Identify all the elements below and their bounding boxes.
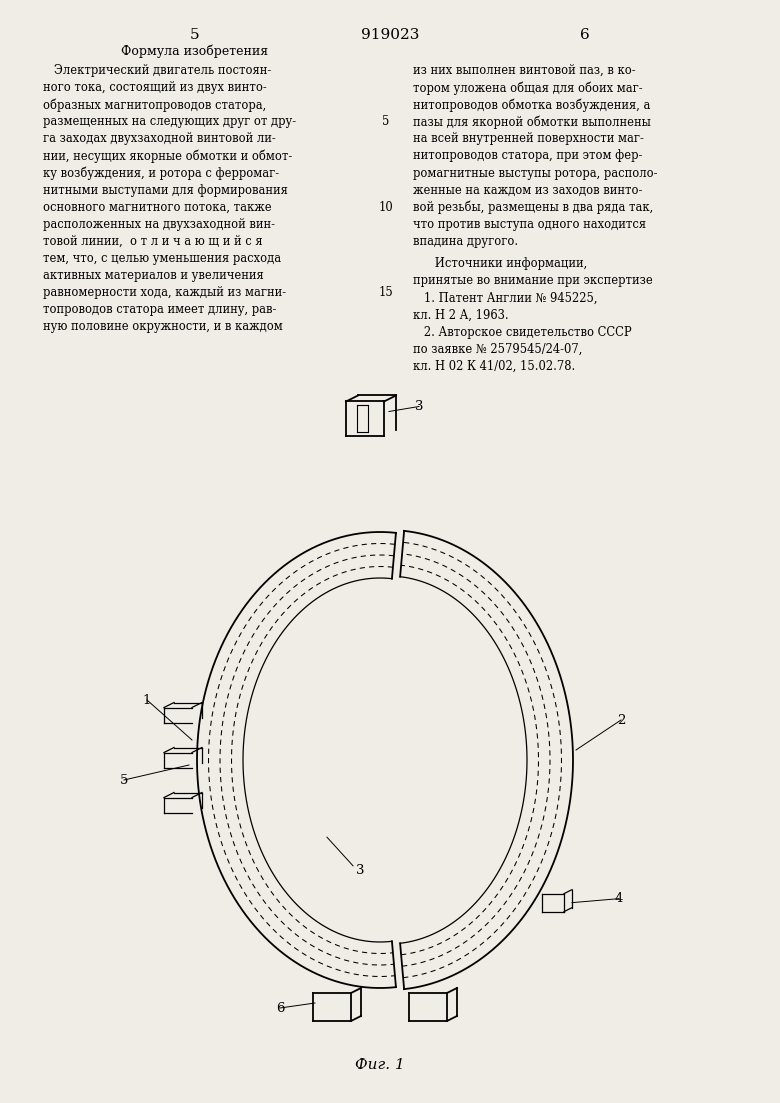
Text: ромагнитные выступы ротора, располо-: ромагнитные выступы ротора, располо- [413,167,658,180]
Text: тем, что, с целью уменьшения расхода: тем, что, с целью уменьшения расхода [43,251,281,265]
Text: нитопроводов статора, при этом фер-: нитопроводов статора, при этом фер- [413,149,643,162]
Text: 1. Патент Англии № 945225,: 1. Патент Англии № 945225, [413,291,598,304]
Text: тором уложена общая для обоих маг-: тором уложена общая для обоих маг- [413,82,643,95]
Text: равномерности хода, каждый из магни-: равномерности хода, каждый из магни- [43,286,286,299]
Text: принятые во внимание при экспертизе: принятые во внимание при экспертизе [413,275,653,287]
Text: 10: 10 [379,201,393,214]
Text: на всей внутренней поверхности маг-: на всей внутренней поверхности маг- [413,132,644,146]
Text: Формула изобретения: Формула изобретения [122,44,268,57]
Text: впадина другого.: впадина другого. [413,235,519,248]
Text: ного тока, состоящий из двух винто-: ного тока, состоящий из двух винто- [43,82,267,94]
Text: га заходах двухзаходной винтовой ли-: га заходах двухзаходной винтовой ли- [43,132,275,146]
Text: нии, несущих якорные обмотки и обмот-: нии, несущих якорные обмотки и обмот- [43,149,292,163]
Text: 2: 2 [617,714,626,727]
Text: топроводов статора имеет длину, рав-: топроводов статора имеет длину, рав- [43,303,276,317]
Text: 6: 6 [580,28,590,42]
Text: из них выполнен винтовой паз, в ко-: из них выполнен винтовой паз, в ко- [413,64,636,77]
Text: нитопроводов обмотка возбуждения, а: нитопроводов обмотка возбуждения, а [413,98,651,111]
Text: товой линии,  о т л и ч а ю щ и й с я: товой линии, о т л и ч а ю щ и й с я [43,235,263,248]
Text: кл. Н 02 К 41/02, 15.02.78.: кл. Н 02 К 41/02, 15.02.78. [413,360,576,373]
Text: 6: 6 [276,1002,284,1015]
Text: 3: 3 [356,864,364,877]
Text: Электрический двигатель постоян-: Электрический двигатель постоян- [43,64,271,77]
Text: основного магнитного потока, также: основного магнитного потока, также [43,201,271,214]
Text: вой резьбы, размещены в два ряда так,: вой резьбы, размещены в два ряда так, [413,201,654,214]
Text: 3: 3 [415,400,424,413]
Text: 919023: 919023 [361,28,419,42]
Text: ную половине окружности, и в каждом: ную половине окружности, и в каждом [43,320,282,333]
Text: 5: 5 [120,773,128,786]
Text: Фиг. 1: Фиг. 1 [355,1058,405,1072]
Text: нитными выступами для формирования: нитными выступами для формирования [43,183,288,196]
Text: 5: 5 [190,28,200,42]
Text: ку возбуждения, и ротора с ферромаг-: ку возбуждения, и ротора с ферромаг- [43,167,279,180]
Text: что против выступа одного находится: что против выступа одного находится [413,218,647,231]
Text: женные на каждом из заходов винто-: женные на каждом из заходов винто- [413,183,643,196]
Text: расположенных на двухзаходной вин-: расположенных на двухзаходной вин- [43,218,275,231]
Text: 2. Авторское свидетельство СССР: 2. Авторское свидетельство СССР [413,325,632,339]
Text: 5: 5 [382,116,390,128]
Text: активных материалов и увеличения: активных материалов и увеличения [43,269,264,282]
Text: образных магнитопроводов статора,: образных магнитопроводов статора, [43,98,266,111]
Text: 4: 4 [615,892,623,906]
Text: 1: 1 [143,694,151,707]
Text: кл. Н 2 А, 1963.: кл. Н 2 А, 1963. [413,309,509,321]
Text: 15: 15 [379,286,393,299]
Text: по заявке № 2579545/24-07,: по заявке № 2579545/24-07, [413,343,583,355]
Text: размещенных на следующих друг от дру-: размещенных на следующих друг от дру- [43,116,296,128]
Text: Источники информации,: Источники информации, [413,257,587,270]
Text: пазы для якорной обмотки выполнены: пазы для якорной обмотки выполнены [413,116,651,129]
